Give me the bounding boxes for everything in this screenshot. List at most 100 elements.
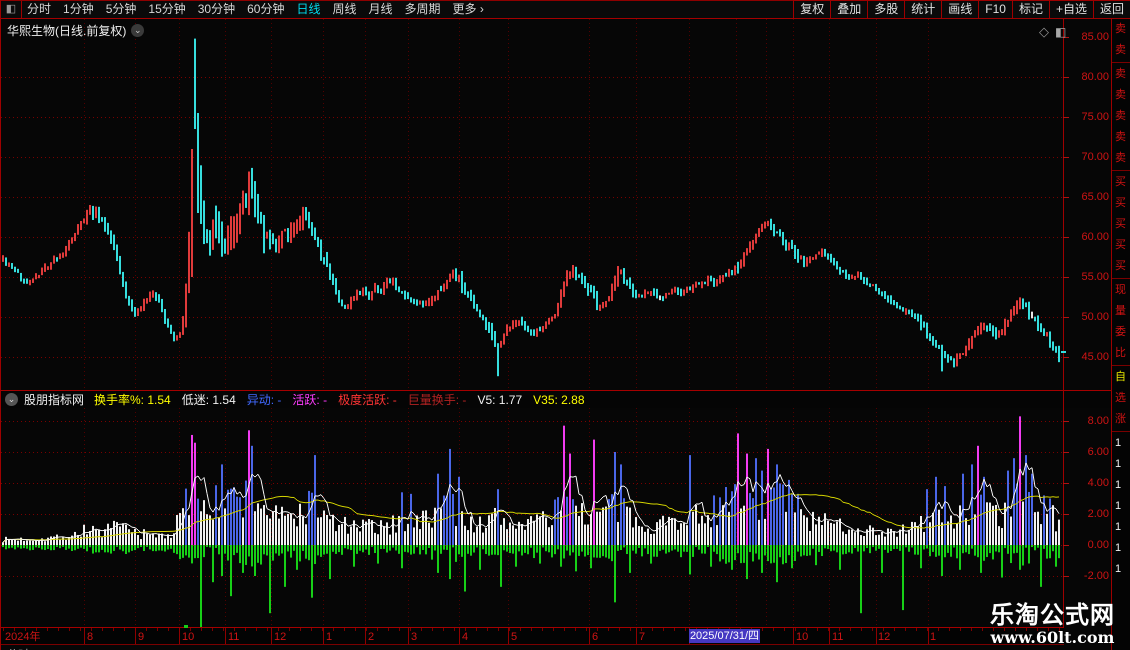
strip-divider (1112, 365, 1130, 366)
week-tick (47, 628, 48, 631)
strip-label: 1 (1115, 458, 1122, 470)
toolbar-button-2[interactable]: 多股 (867, 0, 906, 19)
week-tick (674, 628, 675, 631)
week-tick (1037, 628, 1038, 631)
week-tick (300, 628, 301, 631)
week-tick (476, 628, 477, 631)
period-tab-2[interactable]: 5分钟 (105, 2, 137, 16)
month-separator (179, 628, 180, 644)
week-tick (498, 628, 499, 631)
toolbar-button-3[interactable]: 统计 (904, 0, 943, 19)
week-tick (311, 628, 312, 631)
current-price-tick (1061, 351, 1066, 353)
toolbar-button-7[interactable]: +自选 (1048, 0, 1094, 19)
selected-date-label: 2025/07/31/四 (689, 629, 760, 643)
week-tick (1048, 628, 1049, 631)
week-tick (773, 628, 774, 631)
strip-divider (1112, 431, 1130, 432)
week-tick (124, 628, 125, 631)
price-label: 80.00 (1081, 71, 1109, 83)
month-separator (829, 628, 830, 644)
week-tick (663, 628, 664, 631)
indicator-axis-label: 8.00 (1087, 415, 1109, 427)
toolbar-buttons: 复权 叠加 多股 统计 画线 F10 标记 +自选 返回 (793, 0, 1130, 19)
strip-label: 卖 (1115, 110, 1126, 122)
panel-toggle-icon[interactable]: ◧ (1055, 25, 1067, 39)
indicator-header: ⌄ 股朋指标网 换手率%: 1.54 低迷: 1.54 异动: - 活跃: - 极度活跃… (1, 390, 1111, 408)
indicator-field-5: 巨量换手: - (407, 393, 467, 407)
period-tab-4[interactable]: 30分钟 (197, 2, 236, 16)
diamond-icon[interactable]: ◇ (1039, 24, 1049, 39)
week-tick (432, 628, 433, 631)
week-tick (421, 628, 422, 631)
toolbar-button-0[interactable]: 复权 (793, 0, 832, 19)
period-tab-8[interactable]: 月线 (368, 2, 393, 16)
period-tab-1[interactable]: 1分钟 (63, 2, 94, 16)
period-tab-0[interactable]: 分时 (27, 2, 52, 16)
indicator-source-label: 股朋指标网 (24, 393, 85, 407)
price-tick (1063, 277, 1069, 278)
week-tick (245, 628, 246, 631)
week-tick (542, 628, 543, 631)
indicator-field-3: 活跃: - (292, 393, 328, 407)
toolbar-button-6[interactable]: 标记 (1011, 0, 1050, 19)
week-tick (333, 628, 334, 631)
week-tick (927, 628, 928, 631)
week-tick (465, 628, 466, 631)
week-tick (267, 628, 268, 631)
chevron-circle-icon[interactable]: ⌄ (5, 393, 18, 406)
week-tick (619, 628, 620, 631)
indicator-axis-label: 0.00 (1087, 539, 1109, 551)
price-tick (1063, 237, 1069, 238)
week-tick (355, 628, 356, 631)
price-label: 55.00 (1081, 271, 1109, 283)
week-tick (509, 628, 510, 631)
period-tab-5[interactable]: 60分钟 (247, 2, 285, 16)
indicator-field-6: V5: 1.77 (477, 392, 523, 407)
month-separator (636, 628, 637, 644)
price-label: 60.00 (1081, 231, 1109, 243)
strip-label: 量 (1115, 305, 1126, 317)
week-tick (982, 628, 983, 631)
toolbar-button-4[interactable]: 画线 (941, 0, 980, 19)
stock-title-label: 华熙生物(日线.前复权) (7, 24, 127, 38)
period-tab-10[interactable]: 更多 › (452, 2, 484, 16)
week-tick (1059, 628, 1060, 631)
time-label: 5 (511, 631, 518, 643)
time-label: 12 (878, 631, 891, 643)
period-tab-3[interactable]: 15分钟 (148, 2, 186, 16)
month-separator (365, 628, 366, 644)
toolbar-button-8[interactable]: 返回 (1092, 0, 1130, 19)
time-label: 10 (796, 631, 809, 643)
strip-label: 1 (1115, 563, 1122, 575)
period-tab-6[interactable]: 日线 (296, 2, 321, 16)
top-toolbar: ◧ 分时 1分钟 5分钟 15分钟 30分钟 60分钟 日线 周线 月线 多周期 更多 › 复权 叠加… (1, 0, 1130, 19)
chevron-down-icon[interactable]: ⌄ (131, 24, 145, 37)
week-tick (795, 628, 796, 631)
axis-green-marker (184, 625, 188, 628)
layout-toggle-icon[interactable]: ◧ (1, 1, 22, 18)
month-separator (876, 628, 877, 644)
watermark-url: www.60lt.com (990, 628, 1115, 647)
week-tick (971, 628, 972, 631)
period-tab-9[interactable]: 多周期 (404, 2, 441, 16)
week-tick (784, 628, 785, 631)
turnover-indicator-chart[interactable] (1, 408, 1063, 627)
price-label: 70.00 (1081, 151, 1109, 163)
toolbar-button-1[interactable]: 叠加 (830, 0, 869, 19)
toolbar-button-5[interactable]: F10 (978, 0, 1013, 19)
watermark: 乐淘公式网 www.60lt.com (985, 603, 1120, 647)
clipped-status-bar: 分时 (1, 646, 1064, 650)
week-tick (212, 628, 213, 631)
week-tick (828, 628, 829, 631)
price-tick (1063, 357, 1069, 358)
main-candlestick-chart[interactable] (1, 19, 1063, 390)
week-tick (1026, 628, 1027, 631)
week-tick (91, 628, 92, 631)
indicator-axis-label: -2.00 (1083, 570, 1109, 582)
month-separator (928, 628, 929, 644)
indicator-tick (1063, 576, 1069, 577)
period-tab-7[interactable]: 周线 (332, 2, 357, 16)
week-tick (322, 628, 323, 631)
week-tick (652, 628, 653, 631)
